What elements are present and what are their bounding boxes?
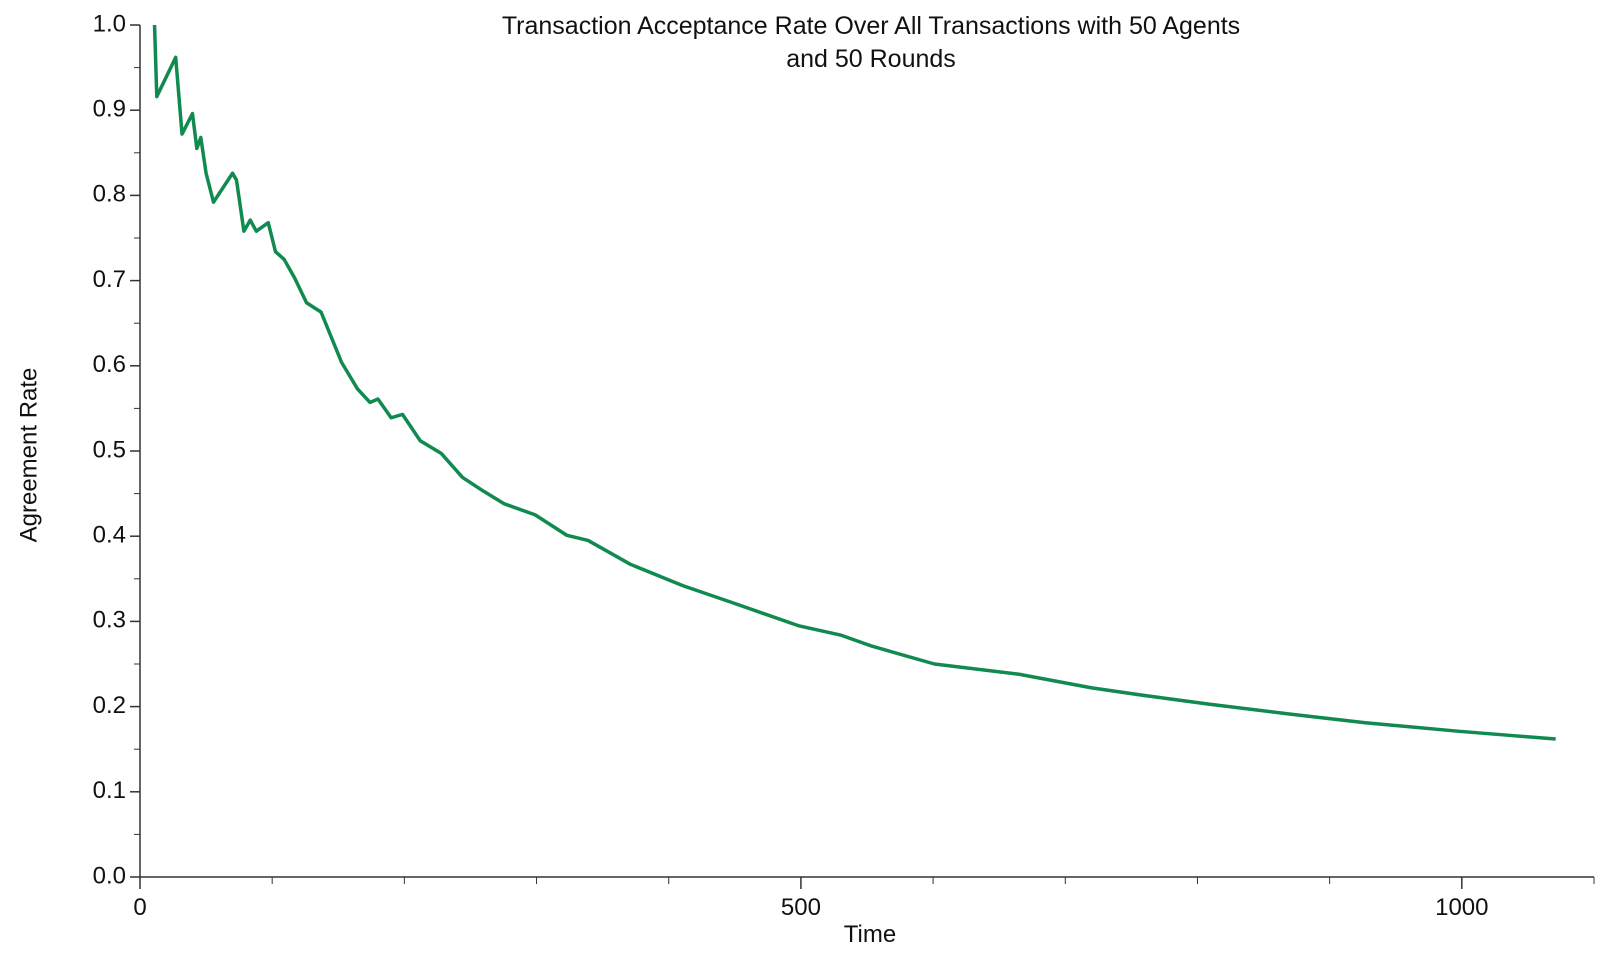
- x-axis-label: Time: [844, 921, 896, 948]
- y-tick-label: 1.0: [93, 10, 126, 37]
- x-tick-label: 0: [133, 894, 146, 921]
- y-tick-label: 0.2: [93, 692, 126, 719]
- x-tick-label: 500: [781, 894, 821, 921]
- chart-title: Transaction Acceptance Rate Over All Tra…: [501, 12, 1241, 73]
- y-tick-label: 0.4: [93, 522, 126, 549]
- y-tick-label: 0.3: [93, 607, 126, 634]
- data-line: [152, 24, 1556, 741]
- y-tick-label: 0.8: [93, 181, 126, 208]
- y-tick-label: 0.6: [93, 351, 126, 378]
- x-tick-label: 1000: [1435, 894, 1488, 921]
- y-tick-label: 0.5: [93, 436, 126, 463]
- y-tick-label: 0.1: [93, 777, 126, 804]
- y-axis-label: Agreement Rate: [15, 368, 42, 543]
- y-tick-label: 0.0: [93, 862, 126, 889]
- y-tick-label: 0.7: [93, 266, 126, 293]
- y-tick-label: 0.9: [93, 96, 126, 123]
